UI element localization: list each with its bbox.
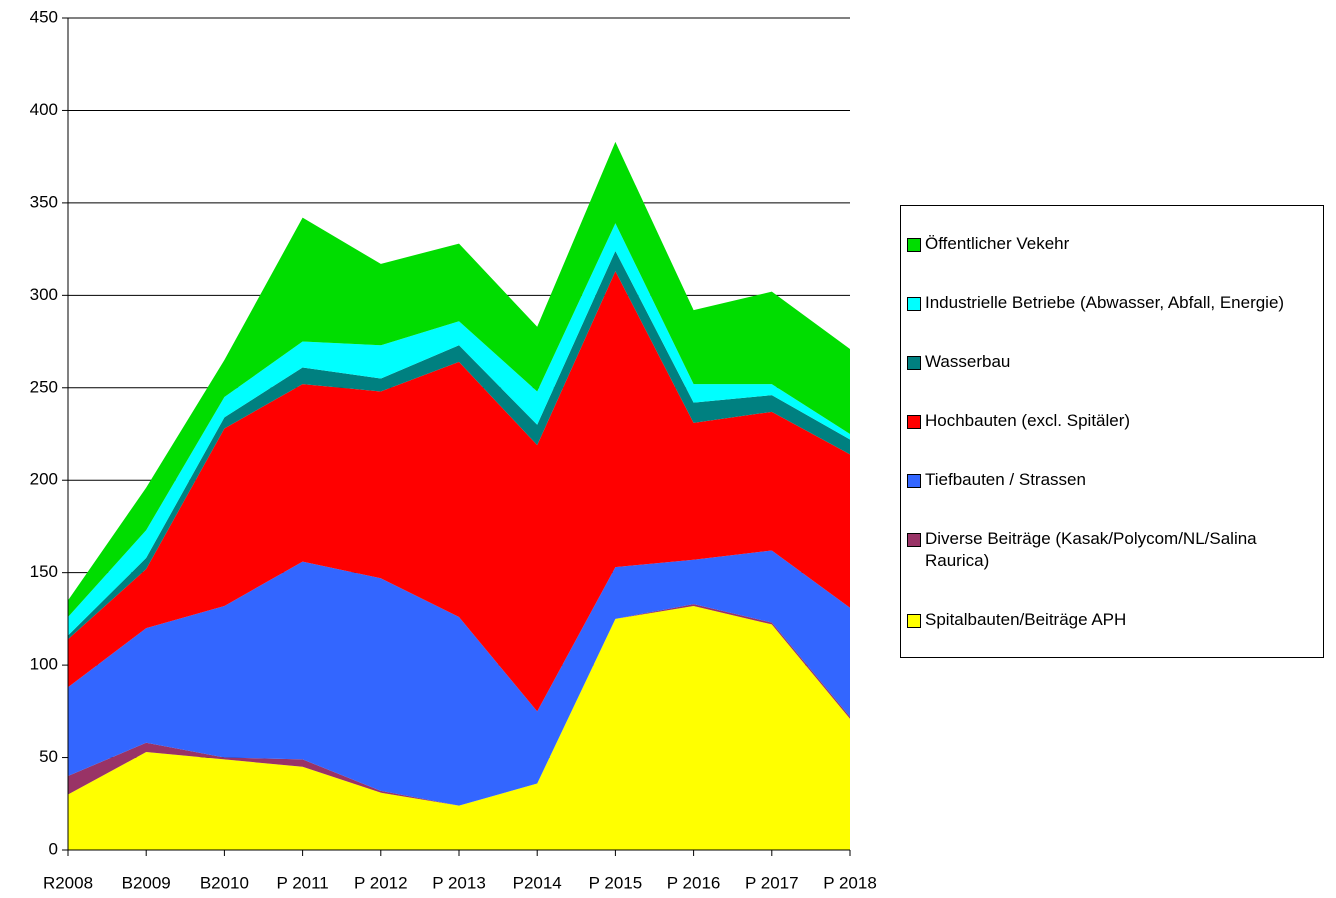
- y-tick-label: 400: [30, 100, 58, 119]
- area: [68, 605, 850, 850]
- y-tick-label: 450: [30, 7, 58, 26]
- y-tick-label: 100: [30, 655, 58, 674]
- legend-item: Spitalbauten/Beiträge APH: [907, 609, 1317, 631]
- x-tick-label: P 2017: [745, 873, 799, 892]
- legend-item: Wasserbau: [907, 351, 1317, 373]
- x-tick-label: P2014: [513, 873, 562, 892]
- y-tick-label: 0: [49, 839, 58, 858]
- legend-swatch: [907, 296, 921, 311]
- legend-swatch: [907, 473, 921, 488]
- legend-label: Spitalbauten/Beiträge APH: [925, 609, 1127, 629]
- y-tick-label: 150: [30, 562, 58, 581]
- legend-label: Hochbauten (excl. Spitäler): [925, 410, 1131, 430]
- legend-label: Industrielle Betriebe (Abwasser, Abfall,…: [925, 292, 1285, 312]
- area: [68, 223, 850, 636]
- legend-item: Öffentlicher Vekehr: [907, 233, 1317, 255]
- legend-swatch: [907, 613, 921, 628]
- legend-item: Hochbauten (excl. Spitäler): [907, 410, 1317, 432]
- area: [68, 550, 850, 806]
- legend-label: Wasserbau: [925, 351, 1011, 371]
- legend-item: Industrielle Betriebe (Abwasser, Abfall,…: [907, 292, 1317, 314]
- area: [68, 604, 850, 806]
- y-tick-label: 350: [30, 192, 58, 211]
- area: [68, 141, 850, 618]
- legend-swatch: [907, 355, 921, 370]
- legend-swatch: [907, 414, 921, 429]
- legend-item: Tiefbauten / Strassen: [907, 469, 1317, 491]
- y-tick-label: 50: [39, 747, 58, 766]
- x-tick-label: B2009: [122, 873, 171, 892]
- legend-item: Diverse Beiträge (Kasak/Polycom/NL/Salin…: [907, 528, 1317, 572]
- x-tick-label: P 2016: [667, 873, 721, 892]
- x-tick-label: P 2018: [823, 873, 877, 892]
- legend-label: Diverse Beiträge (Kasak/Polycom/NL/Salin…: [925, 528, 1257, 570]
- area: [68, 271, 850, 712]
- y-tick-label: 200: [30, 470, 58, 489]
- x-tick-label: R2008: [43, 873, 93, 892]
- legend-label: Tiefbauten / Strassen: [925, 469, 1086, 489]
- x-tick-label: P 2011: [276, 873, 328, 892]
- x-tick-label: P 2013: [432, 873, 486, 892]
- x-tick-label: B2010: [200, 873, 249, 892]
- legend-label: Öffentlicher Vekehr: [925, 233, 1070, 253]
- y-tick-label: 300: [30, 285, 58, 304]
- y-tick-label: 250: [30, 377, 58, 396]
- x-tick-label: P 2015: [589, 873, 643, 892]
- legend-swatch: [907, 237, 921, 252]
- legend-swatch: [907, 532, 921, 547]
- legend: Öffentlicher Vekehr Industrielle Betriebe…: [900, 205, 1324, 658]
- x-tick-label: P 2012: [354, 873, 408, 892]
